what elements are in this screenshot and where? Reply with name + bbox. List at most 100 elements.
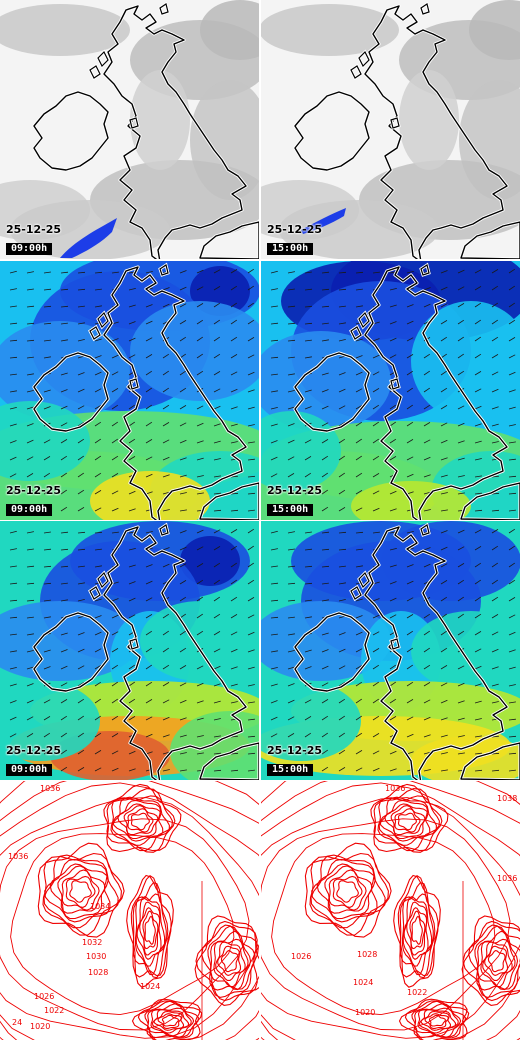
wind-arrow [423, 404, 431, 410]
wind-arrow [270, 322, 279, 325]
time-label: 09:00h [6, 764, 53, 776]
wind-speed-area [411, 301, 520, 421]
wind-arrow [321, 372, 329, 376]
wind-arrow [247, 614, 255, 619]
timestamp: 25-12-25 15:00h [267, 744, 322, 776]
wind-arrow [440, 647, 448, 653]
wind-arrow [423, 370, 431, 376]
island-coastline [358, 311, 370, 329]
wind-arrow [423, 287, 431, 291]
wind-arrow [43, 456, 51, 461]
wind-arrow [270, 733, 278, 738]
wind-arrow [508, 614, 516, 619]
wind-arrow [43, 565, 52, 568]
isobar-line [137, 1000, 203, 1040]
wind-arrow [43, 716, 51, 721]
wind-arrow [128, 614, 136, 619]
wind-arrow [162, 353, 170, 359]
wind-arrow [474, 440, 482, 444]
wind-arrow [26, 473, 34, 478]
wind-arrow [270, 616, 279, 619]
wind-arrow [230, 769, 239, 772]
wind-arrow [9, 683, 17, 687]
wind-arrow [43, 271, 51, 274]
wind-arrow [179, 546, 187, 551]
wind-arrow [406, 733, 414, 738]
wind-arrow [94, 288, 102, 291]
wind-arrow [406, 630, 414, 636]
wind-arrow [247, 475, 256, 478]
wind-arrow [321, 489, 329, 495]
wind-arrow [355, 548, 363, 551]
isobar-line [144, 915, 156, 945]
wind-arrow [43, 649, 51, 653]
isobar-line [261, 781, 520, 1040]
wind-arrow [196, 546, 204, 551]
wind-arrow [423, 474, 431, 478]
wind-arrow [230, 701, 238, 704]
wind-arrow [43, 699, 51, 704]
wind-arrow [230, 423, 238, 427]
wind-arrow [474, 302, 482, 308]
wind-arrow [372, 664, 380, 670]
wind-arrow [287, 305, 296, 308]
wind-arrow [355, 288, 363, 291]
wind-arrow [145, 473, 153, 478]
wind-arrow [389, 716, 397, 721]
isobar-line [144, 1000, 199, 1039]
wind-arrow [196, 700, 204, 704]
cloud-area [200, 0, 259, 60]
wind-arrow [9, 616, 18, 619]
wind-arrow [270, 373, 278, 376]
wind-arrow [9, 423, 17, 427]
wind-arrow [389, 698, 397, 704]
wind-arrow [26, 322, 35, 325]
wind-arrow [372, 531, 380, 534]
isobar-line [117, 803, 162, 840]
wind-arrow [287, 683, 295, 687]
wind-arrow [213, 302, 221, 308]
wind-arrow [213, 700, 221, 704]
wind-arrow [230, 388, 238, 393]
great-britain-coastline [364, 5, 508, 259]
wind-arrow [26, 305, 35, 308]
wind-arrow [9, 373, 17, 376]
wind-arrow [9, 407, 17, 410]
wind-arrow [440, 580, 448, 585]
isobar-line [103, 783, 182, 853]
wind-arrow [287, 716, 295, 721]
wind-arrow [423, 509, 431, 512]
wind-arrow [287, 733, 295, 738]
wind-arrow [372, 438, 380, 444]
wind-arrow [338, 767, 346, 772]
wind-arrow [457, 457, 465, 461]
wind-arrow [440, 734, 448, 738]
wind-arrow [406, 387, 414, 393]
wind-arrow [128, 456, 136, 461]
wind-arrow [270, 565, 278, 568]
cloud-map-svg [261, 0, 520, 259]
wind-arrow [389, 456, 397, 461]
isobar-label: 24 [12, 1018, 22, 1027]
wind-arrow [508, 285, 516, 291]
wind-arrow [355, 271, 364, 274]
ireland-coastline [33, 91, 109, 171]
wind-arrow [508, 441, 516, 444]
isobar-line [309, 852, 389, 936]
isobar-line [0, 781, 259, 1040]
wind-arrow [196, 319, 204, 325]
wind-arrow [26, 373, 34, 376]
wind-arrow [9, 548, 17, 551]
wind-arrow [77, 422, 85, 427]
isobar-line [194, 915, 259, 1006]
wind-arrow [77, 682, 85, 687]
wind-arrow [77, 749, 85, 755]
wind-arrow [304, 439, 312, 444]
wind-arrow [287, 666, 295, 670]
wind-arrow [94, 388, 102, 393]
wind-arrow [440, 336, 448, 342]
wind-arrow [145, 304, 153, 308]
isobar-line [37, 842, 125, 938]
wind-arrow [321, 582, 329, 585]
wind-arrow [213, 353, 221, 359]
